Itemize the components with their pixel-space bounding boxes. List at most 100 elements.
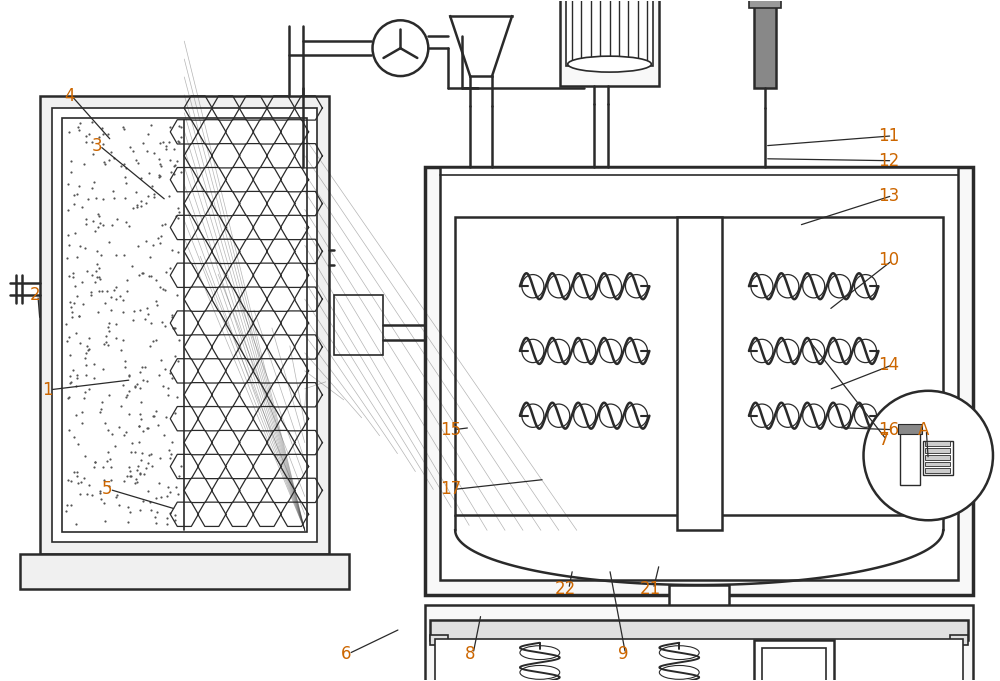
Point — [92, 217, 108, 228]
Point — [94, 122, 110, 133]
Bar — [435, 639, 963, 681]
Point — [167, 509, 183, 520]
Point — [130, 460, 146, 471]
Point — [111, 422, 127, 432]
Point — [72, 338, 88, 349]
Bar — [925, 441, 950, 445]
Point — [108, 281, 124, 292]
Point — [85, 148, 101, 159]
Point — [135, 496, 151, 507]
Point — [117, 356, 133, 367]
Point — [94, 397, 110, 408]
Point — [74, 407, 90, 417]
Point — [108, 319, 124, 330]
Point — [161, 191, 177, 202]
Point — [92, 274, 108, 285]
Point — [152, 159, 168, 170]
Point — [164, 310, 180, 321]
Point — [91, 262, 107, 273]
Point — [148, 334, 164, 345]
Point — [125, 145, 141, 156]
Point — [78, 360, 94, 370]
Point — [164, 373, 180, 383]
Point — [143, 505, 159, 516]
Text: 1: 1 — [42, 381, 53, 399]
Point — [157, 285, 173, 296]
Point — [108, 491, 124, 502]
Point — [157, 364, 173, 375]
Point — [96, 475, 112, 486]
Point — [128, 187, 144, 198]
Point — [97, 516, 113, 526]
Text: 9: 9 — [618, 645, 628, 663]
Point — [139, 423, 155, 434]
Point — [103, 304, 119, 315]
Point — [171, 121, 187, 131]
Point — [61, 424, 77, 435]
Point — [104, 219, 120, 230]
Point — [102, 454, 118, 464]
Point — [81, 332, 97, 343]
Point — [130, 157, 146, 168]
Point — [159, 518, 175, 529]
Point — [140, 422, 156, 433]
Point — [97, 418, 113, 429]
Point — [68, 380, 84, 391]
Point — [83, 290, 99, 301]
Point — [81, 129, 97, 140]
Point — [171, 335, 187, 346]
Bar — [425, 605, 973, 681]
Point — [151, 154, 167, 165]
Point — [168, 210, 184, 221]
Point — [69, 189, 85, 200]
Bar — [925, 462, 950, 466]
Bar — [900, 430, 920, 486]
Point — [137, 362, 153, 373]
Point — [155, 136, 171, 147]
Point — [71, 125, 87, 136]
Point — [84, 270, 100, 281]
Point — [152, 452, 168, 463]
Point — [115, 335, 131, 346]
Bar — [430, 620, 968, 639]
Point — [148, 493, 164, 504]
Point — [69, 251, 85, 262]
Point — [113, 345, 129, 355]
Text: A: A — [918, 421, 930, 439]
Point — [127, 477, 143, 488]
Point — [118, 392, 134, 402]
Point — [118, 217, 134, 227]
Point — [105, 185, 121, 196]
Point — [159, 512, 175, 523]
Point — [123, 446, 139, 457]
Bar — [62, 118, 307, 533]
Point — [115, 295, 131, 306]
Point — [151, 171, 167, 182]
Point — [162, 262, 178, 273]
Point — [135, 268, 151, 279]
Point — [138, 198, 154, 209]
Point — [100, 447, 116, 458]
Point — [76, 159, 92, 170]
Point — [61, 271, 77, 282]
Point — [166, 161, 182, 172]
Point — [162, 487, 178, 498]
Point — [148, 518, 164, 528]
Point — [122, 471, 138, 481]
Point — [61, 127, 77, 138]
Point — [65, 272, 81, 283]
Point — [165, 323, 181, 334]
Point — [85, 216, 101, 227]
Point — [94, 285, 110, 296]
Point — [69, 471, 85, 482]
Point — [106, 153, 122, 163]
Point — [70, 478, 86, 489]
Point — [116, 124, 132, 135]
Point — [142, 251, 158, 262]
Point — [144, 180, 160, 191]
Point — [137, 314, 153, 325]
Point — [118, 426, 134, 437]
Bar — [754, 639, 834, 681]
Point — [73, 476, 89, 487]
Point — [127, 447, 143, 458]
